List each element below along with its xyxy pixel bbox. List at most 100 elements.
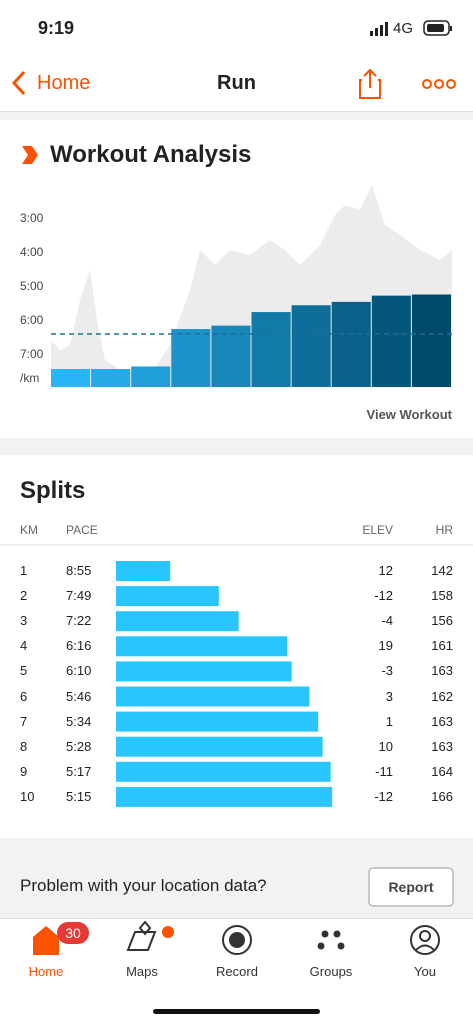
splits-title: Splits xyxy=(20,477,86,504)
split-bar xyxy=(116,636,288,657)
back-link[interactable]: Home xyxy=(37,72,91,94)
split-pace: 8:55 xyxy=(66,563,92,578)
split-km: 8 xyxy=(20,738,28,754)
split-hr: 164 xyxy=(431,763,453,779)
back-icon[interactable] xyxy=(11,70,26,96)
analysis-title: Workout Analysis xyxy=(50,141,252,168)
view-workout[interactable]: View Workout xyxy=(366,407,452,422)
report-label[interactable]: Report xyxy=(388,879,434,895)
split-elev: -11 xyxy=(375,763,393,779)
split-pace: 5:28 xyxy=(66,738,92,754)
analysis-icon xyxy=(22,146,38,164)
pace-bar xyxy=(171,329,211,387)
split-hr: 142 xyxy=(431,563,453,578)
pace-bar xyxy=(211,325,251,387)
record-icon[interactable] xyxy=(222,925,252,955)
split-elev: 19 xyxy=(378,638,393,654)
split-hr: 162 xyxy=(431,688,453,704)
split-hr: 158 xyxy=(431,588,453,604)
pace-bar xyxy=(411,294,451,387)
badge-count: 30 xyxy=(65,925,81,941)
split-hr: 163 xyxy=(431,663,453,679)
maps-icon[interactable] xyxy=(126,920,157,951)
split-bar xyxy=(116,711,319,732)
split-km: 4 xyxy=(20,638,28,654)
split-km: 7 xyxy=(20,713,28,729)
split-km: 6 xyxy=(20,688,28,704)
split-bar xyxy=(116,686,310,707)
split-km: 2 xyxy=(20,588,28,604)
split-hr: 166 xyxy=(431,788,453,804)
split-km: 5 xyxy=(20,663,28,679)
pace-bar xyxy=(91,369,131,387)
y-label: 4:00 xyxy=(20,245,44,259)
share-icon[interactable] xyxy=(359,68,381,99)
tab-label[interactable]: Home xyxy=(28,964,64,979)
tab-label[interactable]: Maps xyxy=(126,964,158,979)
header-pace: PACE xyxy=(66,523,98,537)
y-label: 3:00 xyxy=(20,211,44,225)
split-elev: 12 xyxy=(378,563,393,578)
split-pace: 5:34 xyxy=(66,713,92,729)
pace-bar xyxy=(51,369,91,387)
split-hr: 156 xyxy=(431,613,453,629)
split-elev: 10 xyxy=(378,738,393,754)
home-indicator xyxy=(153,1009,320,1014)
split-pace: 5:17 xyxy=(66,763,92,779)
unit-label: /km xyxy=(20,371,40,385)
tab-label[interactable]: You xyxy=(414,964,436,979)
more-icon[interactable] xyxy=(422,79,456,89)
pace-bar xyxy=(291,305,331,387)
pace-bar xyxy=(371,295,411,387)
split-km: 9 xyxy=(20,763,28,779)
header-hr: HR xyxy=(435,523,453,537)
split-bar xyxy=(116,661,292,682)
split-km: 1 xyxy=(20,563,28,578)
header xyxy=(0,0,473,112)
split-bar xyxy=(116,786,333,807)
split-pace: 5:15 xyxy=(66,788,92,804)
split-bar xyxy=(116,761,331,782)
badge xyxy=(57,922,89,944)
split-elev: -3 xyxy=(381,663,393,679)
split-elev: 3 xyxy=(385,688,393,704)
split-bar xyxy=(116,586,219,607)
split-km: 3 xyxy=(20,613,28,629)
time: 9:19 xyxy=(38,18,75,38)
tab-label[interactable]: Record xyxy=(216,964,258,979)
split-elev: -4 xyxy=(381,613,393,629)
pace-bar xyxy=(131,366,171,387)
pace-bar xyxy=(331,301,371,387)
y-label: 6:00 xyxy=(20,313,44,327)
header-km: KM xyxy=(20,523,38,537)
you-icon[interactable] xyxy=(410,925,440,955)
pace-bar xyxy=(251,312,291,387)
split-pace: 6:16 xyxy=(66,638,92,654)
location-question: Problem with your location data? xyxy=(20,876,267,895)
groups-icon[interactable] xyxy=(317,930,345,950)
status-icons xyxy=(370,20,452,36)
network: 4G xyxy=(393,20,414,37)
split-bar xyxy=(116,611,239,632)
split-pace: 7:22 xyxy=(66,613,92,629)
page-title: Run xyxy=(217,72,256,94)
home-icon[interactable] xyxy=(33,926,59,955)
split-pace: 7:49 xyxy=(66,588,92,604)
split-bar xyxy=(116,736,323,757)
split-elev: -12 xyxy=(374,788,393,804)
split-bar xyxy=(116,561,171,581)
report-button[interactable] xyxy=(368,867,454,907)
split-elev: 1 xyxy=(385,713,393,729)
split-pace: 5:46 xyxy=(66,688,92,704)
split-pace: 6:10 xyxy=(66,663,92,679)
split-hr: 163 xyxy=(431,738,453,754)
y-label: 7:00 xyxy=(20,347,44,361)
header-elev: ELEV xyxy=(362,523,393,537)
tab-label[interactable]: Groups xyxy=(309,964,353,979)
y-label: 5:00 xyxy=(20,279,44,293)
split-hr: 161 xyxy=(431,638,453,654)
maps-dot xyxy=(162,926,174,938)
split-km: 10 xyxy=(20,788,35,804)
